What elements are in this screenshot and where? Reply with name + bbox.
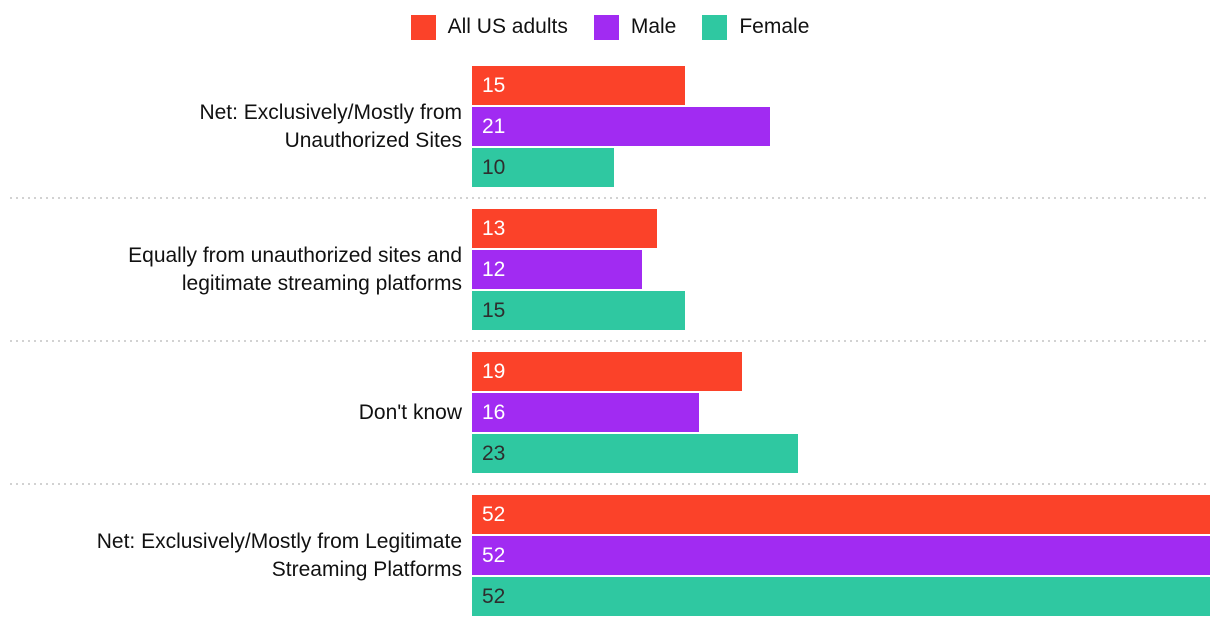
bar-value-label: 10 bbox=[482, 156, 506, 179]
legend-label-female: Female bbox=[739, 15, 810, 38]
bar-value-label: 21 bbox=[482, 115, 506, 138]
bar-value-label: 19 bbox=[482, 360, 506, 383]
category-label-line: Don't know bbox=[358, 400, 462, 424]
category-label: Net: Exclusively/Mostly from Unauthorized… bbox=[0, 66, 472, 187]
bar-group: 52 52 52 bbox=[472, 495, 1220, 616]
bar-value-label: 15 bbox=[482, 74, 506, 97]
bar-value-label: 15 bbox=[482, 299, 506, 322]
legend-swatch-all-us-adults-icon bbox=[410, 14, 436, 40]
bar-all-us-adults: 19 bbox=[472, 352, 742, 391]
bar-value-label: 12 bbox=[482, 258, 506, 281]
category-separator bbox=[10, 483, 1210, 485]
category-separator bbox=[10, 197, 1210, 199]
category-label-line: legitimate streaming platforms bbox=[181, 271, 462, 295]
category-label-line: Unauthorized Sites bbox=[284, 128, 462, 152]
legend-item-male: Male bbox=[593, 13, 677, 41]
category-label-line: Net: Exclusively/Mostly from bbox=[199, 100, 462, 124]
legend-label-all-us-adults: All US adults bbox=[447, 15, 568, 38]
legend-item-all-us-adults: All US adults bbox=[410, 13, 568, 41]
bar-value-label: 52 bbox=[482, 585, 506, 608]
bar-value-label: 13 bbox=[482, 217, 506, 240]
category-label-line: Net: Exclusively/Mostly from Legitimate bbox=[96, 529, 462, 553]
bar-group: 15 21 10 bbox=[472, 66, 1220, 187]
legend-label-male: Male bbox=[630, 15, 677, 38]
legend-swatch-female-icon bbox=[702, 14, 728, 40]
bar-group: 19 16 23 bbox=[472, 352, 1220, 473]
category-label: Equally from unauthorized sites and legit… bbox=[0, 209, 472, 330]
bar-male: 52 bbox=[472, 536, 1210, 575]
category-group: Don't know 19 16 23 bbox=[0, 342, 1220, 483]
category-label-line: Streaming Platforms bbox=[271, 557, 462, 581]
category-group: Equally from unauthorized sites and legit… bbox=[0, 199, 1220, 340]
category-label-line: Equally from unauthorized sites and bbox=[128, 243, 462, 267]
bar-all-us-adults: 52 bbox=[472, 495, 1210, 534]
legend-swatch-male-icon bbox=[593, 14, 619, 40]
bar-all-us-adults: 13 bbox=[472, 209, 657, 248]
bar-female: 10 bbox=[472, 148, 614, 187]
category-group: Net: Exclusively/Mostly from Legitimate S… bbox=[0, 485, 1220, 626]
bar-value-label: 52 bbox=[482, 503, 506, 526]
legend-item-female: Female bbox=[702, 13, 809, 41]
bar-female: 52 bbox=[472, 577, 1210, 616]
bar-male: 16 bbox=[472, 393, 700, 432]
category-separator bbox=[10, 340, 1210, 342]
category-group: Net: Exclusively/Mostly from Unauthorized… bbox=[0, 56, 1220, 197]
bar-all-us-adults: 15 bbox=[472, 66, 685, 105]
bar-female: 15 bbox=[472, 291, 685, 330]
bar-value-label: 23 bbox=[482, 442, 506, 465]
bar-female: 23 bbox=[472, 434, 799, 473]
category-label: Don't know bbox=[0, 352, 472, 473]
bar-male: 21 bbox=[472, 107, 770, 146]
bar-male: 12 bbox=[472, 250, 643, 289]
legend: All US adults Male Female bbox=[0, 0, 1220, 56]
chart-body: Net: Exclusively/Mostly from Unauthorized… bbox=[0, 56, 1220, 626]
bar-value-label: 52 bbox=[482, 544, 506, 567]
category-label: Net: Exclusively/Mostly from Legitimate S… bbox=[0, 495, 472, 616]
bar-value-label: 16 bbox=[482, 401, 506, 424]
bar-group: 13 12 15 bbox=[472, 209, 1220, 330]
